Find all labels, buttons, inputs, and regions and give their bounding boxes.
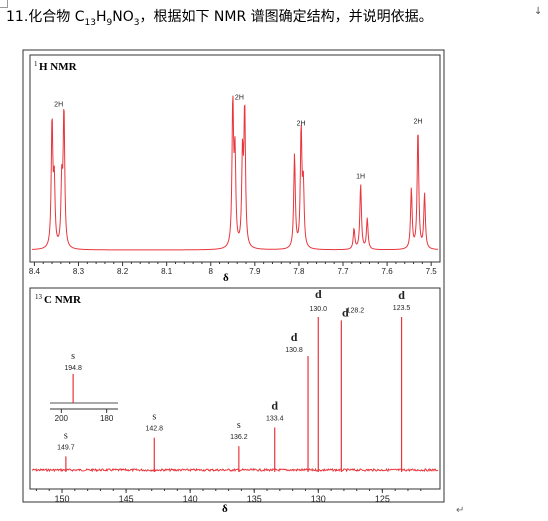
c-nmr-multiplicity-label: d <box>271 399 278 413</box>
c-inset-tick-label: 200 <box>55 414 69 423</box>
h-nmr-tick-label: 7.6 <box>382 267 394 276</box>
c-nmr-multiplicity-label: d <box>315 287 322 301</box>
c-nmr-multiplicity-label: d <box>398 288 405 302</box>
c-nmr-tick-label: 125 <box>375 494 390 504</box>
formula-no: NO <box>112 9 134 25</box>
formula-sub-c: 13 <box>84 17 96 28</box>
question-number: 11. <box>6 9 29 25</box>
formula-h: H <box>95 9 107 25</box>
c-nmr-multiplicity-label: d <box>342 305 349 319</box>
c-nmr-shift-label: 128.2 <box>347 307 365 314</box>
c-nmr-shift-label: 130.0 <box>310 306 328 313</box>
h-nmr-tick-label: 7.9 <box>249 267 261 276</box>
c-nmr-shift-label: 130.8 <box>285 347 303 354</box>
c-inset-shift-label: 194.8 <box>64 365 82 372</box>
h-nmr-trace <box>31 95 439 251</box>
c-inset-multiplicity-label: s <box>71 351 75 362</box>
c-nmr-tick-label: 135 <box>247 494 262 504</box>
question-prefix: 化合物 C <box>28 9 85 25</box>
h-nmr-axis-symbol: δ <box>223 272 229 284</box>
c-nmr-shift-label: 142.8 <box>146 426 164 433</box>
c-nmr-multiplicity-label: s <box>152 412 156 423</box>
h-nmr-title: H NMR <box>39 61 78 73</box>
c-nmr-tick-label: 150 <box>55 494 70 504</box>
figure-frame <box>22 49 445 503</box>
c-nmr-axis-symbol: δ <box>222 503 228 515</box>
h-nmr-panel: 1 H NMR 8.4 8.3 8.2 8.1 8 7.9 7.8 7.7 7.6 7.5 2H2… <box>29 54 441 284</box>
h-nmr-tick-label: 8 <box>209 267 214 276</box>
h-nmr-title-sup: 1 <box>34 60 38 68</box>
c-nmr-tick-label: 130 <box>311 494 326 504</box>
c-inset-tick-label: 180 <box>100 414 114 423</box>
c-nmr-shift-label: 136.2 <box>230 434 248 441</box>
c-nmr-x-axis: 150 145 140 135 130 125 <box>35 489 422 504</box>
question-text: 11.化合物 C13H9NO3，根据如下 NMR 谱图确定结构，并说明依据。 <box>6 6 433 28</box>
c-nmr-multiplicity-label: d <box>291 330 298 344</box>
c-nmr-tick-label: 145 <box>119 494 134 504</box>
c-nmr-shift-label: 133.4 <box>266 416 284 423</box>
h-nmr-integration-label: 2H <box>235 95 244 102</box>
c-nmr-multiplicity-label: s <box>237 420 241 431</box>
h-nmr-tick-label: 8.3 <box>73 267 85 276</box>
h-nmr-integration-label: 2H <box>54 101 63 108</box>
c-nmr-shift-label: 123.5 <box>393 305 411 312</box>
h-nmr-tick-label: 7.7 <box>337 267 349 276</box>
h-nmr-tick-label: 8.4 <box>29 267 41 276</box>
c-nmr-plot-box <box>29 287 441 490</box>
c-nmr-inset: 200 180 194.8 s <box>50 351 118 423</box>
page-corner-mark <box>0 0 8 8</box>
h-nmr-x-axis: 8.4 8.3 8.2 8.1 8 7.9 7.8 7.7 7.6 7.5 <box>29 262 437 276</box>
formula-sub-h: 9 <box>106 17 113 28</box>
h-nmr-integration-label: 2H <box>413 119 422 126</box>
h-nmr-integration-label: 1H <box>356 174 365 181</box>
h-nmr-integration-label: 2H <box>297 120 306 127</box>
h-nmr-tick-label: 7.5 <box>426 267 438 276</box>
c-nmr-peaks: 149.7s142.8s136.2s133.4d130.8d130.0d128.… <box>31 287 439 473</box>
c-nmr-panel: 13 C NMR 150 145 140 135 130 125 149.7 s 142.8 s… <box>29 287 441 515</box>
h-nmr-tick-label: 8.1 <box>161 267 173 276</box>
formula-sub-o: 3 <box>133 17 140 28</box>
h-nmr-tick-label: 7.8 <box>293 267 305 276</box>
paragraph-arrow-mark: ↓ <box>534 6 543 17</box>
c-nmr-title-sup: 13 <box>35 293 43 301</box>
c-nmr-baseline <box>31 467 439 473</box>
c-nmr-multiplicity-label: s <box>64 430 68 441</box>
question-suffix: ，根据如下 NMR 谱图确定结构，并说明依据。 <box>139 9 433 25</box>
enter-mark: ↵ <box>456 505 465 516</box>
c-nmr-title: C NMR <box>44 294 82 306</box>
h-nmr-plot-box <box>29 54 441 263</box>
h-nmr-peaks: 2H 2H 2H 1H 2H <box>31 95 439 251</box>
c-nmr-tick-label: 140 <box>183 494 198 504</box>
h-nmr-tick-label: 8.2 <box>117 267 129 276</box>
c-nmr-shift-label: 149.7 <box>57 444 75 451</box>
